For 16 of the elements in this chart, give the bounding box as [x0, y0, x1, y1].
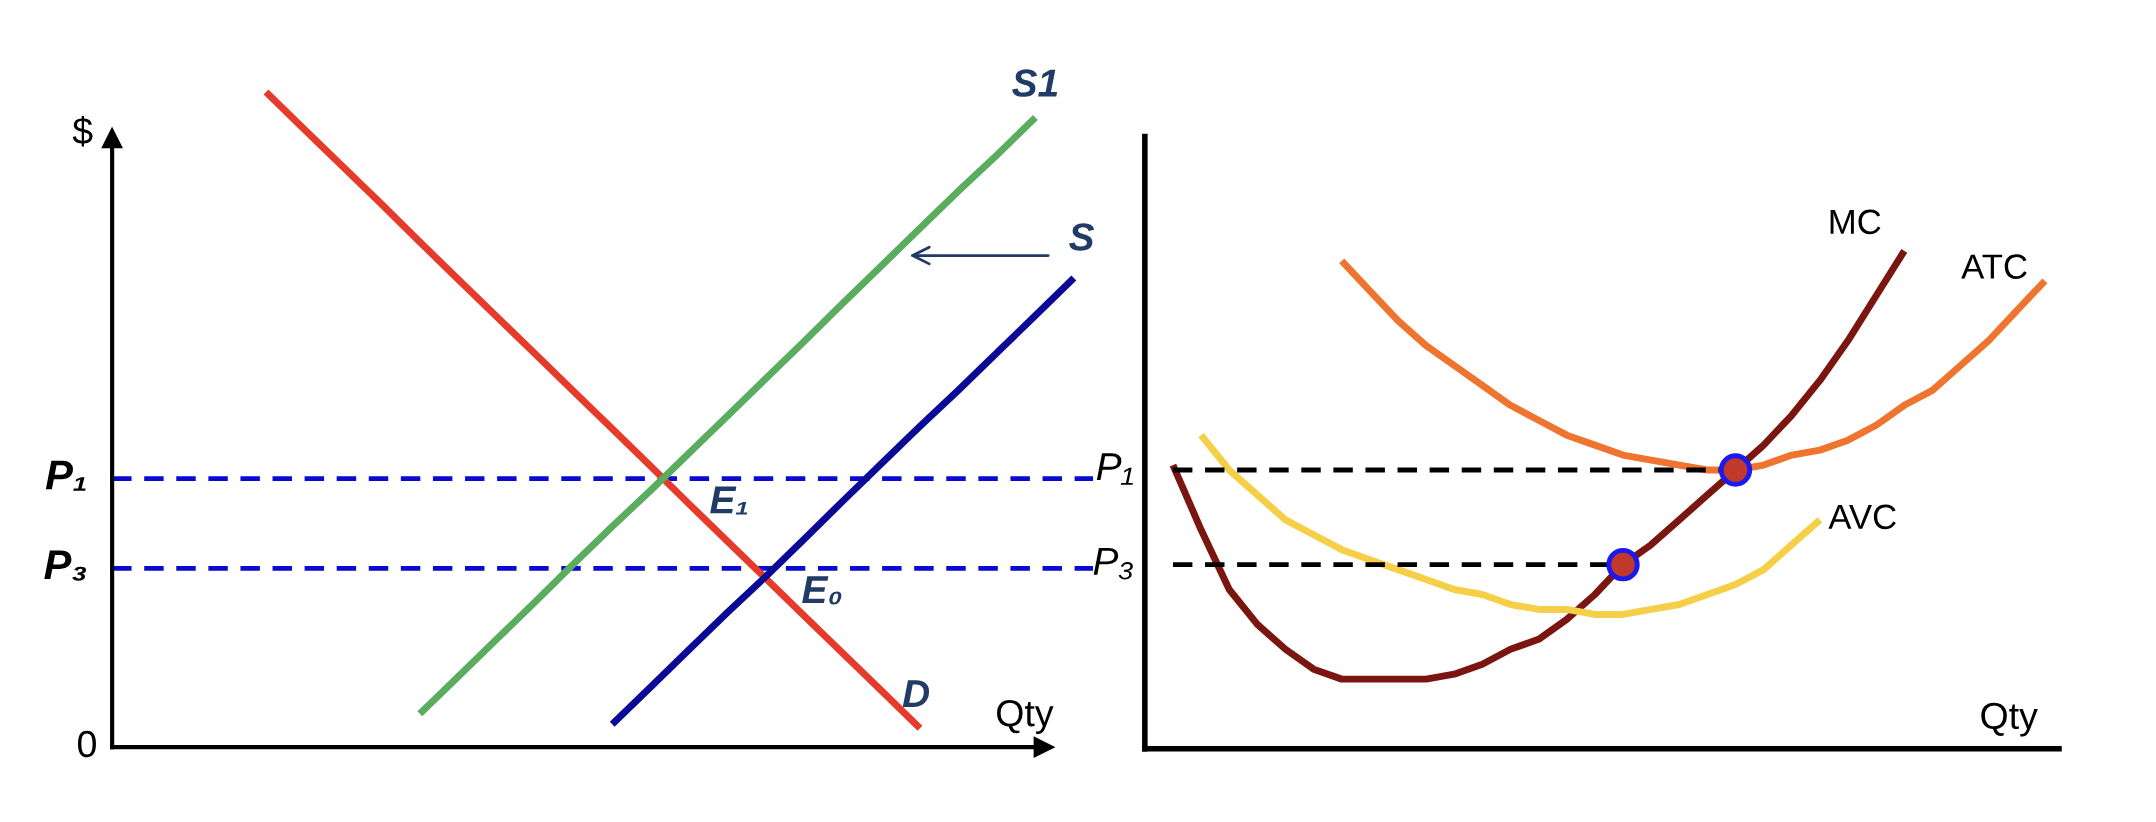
- ref-line-label: P₁: [45, 460, 86, 491]
- annotation: E₁: [710, 486, 748, 515]
- series-label: AVC: [1828, 504, 1896, 530]
- series-label: P₃: [1093, 547, 1133, 580]
- y-axis-title: $: [72, 116, 93, 147]
- series-label: S: [1069, 223, 1095, 251]
- text: 0: [78, 730, 96, 758]
- series-label: P₁: [1096, 453, 1133, 485]
- ref-line-label: P₃: [44, 550, 87, 581]
- x-axis-title: Qty: [1981, 702, 2038, 737]
- series-label: MC: [1830, 209, 1881, 235]
- series-label: ATC: [1961, 254, 2027, 279]
- series-label: S1: [1012, 69, 1058, 97]
- series-label: D: [902, 680, 930, 708]
- annotation: E₀: [802, 576, 842, 605]
- x-axis-title: Qty: [997, 700, 1054, 734]
